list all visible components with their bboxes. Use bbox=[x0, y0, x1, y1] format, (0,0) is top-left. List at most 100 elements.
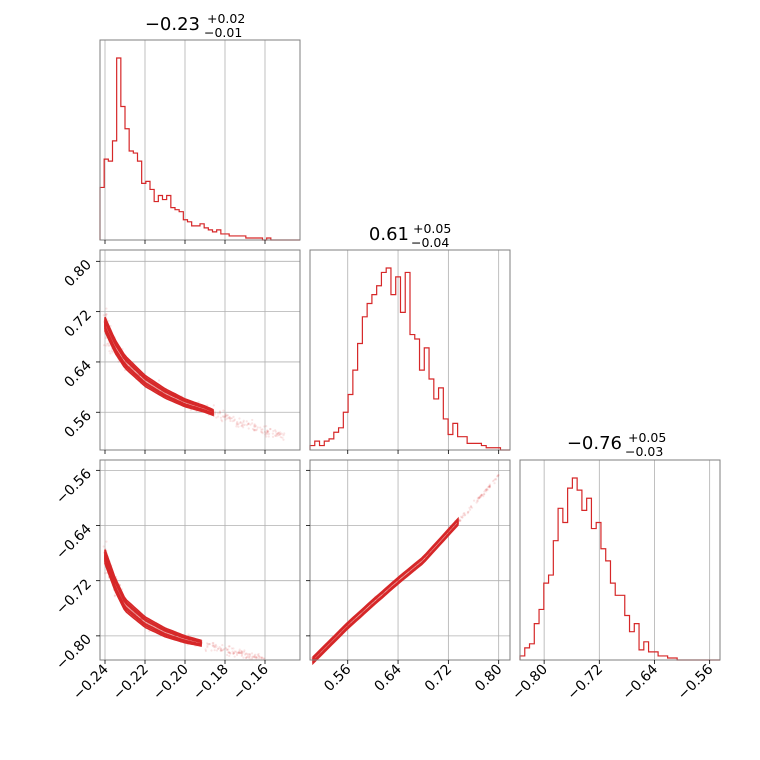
scatter-point bbox=[247, 427, 250, 430]
scatter-point bbox=[461, 516, 464, 519]
scatter-point bbox=[240, 424, 244, 427]
scatter-point bbox=[282, 438, 285, 441]
y-tick-label: 0.80 bbox=[61, 257, 94, 290]
scatter-point bbox=[493, 482, 496, 485]
scatter-point bbox=[238, 649, 241, 653]
scatter-point bbox=[249, 423, 252, 426]
scatter-point bbox=[237, 651, 240, 655]
scatter-point bbox=[254, 429, 258, 432]
data-marks bbox=[99, 57, 720, 666]
scatter-point bbox=[236, 420, 239, 424]
scatter-point bbox=[480, 494, 483, 497]
scatter-point bbox=[480, 493, 483, 496]
panel-frame bbox=[99, 459, 301, 661]
scatter-point bbox=[226, 648, 229, 652]
scatter-point bbox=[253, 655, 256, 658]
scatter-point bbox=[220, 647, 223, 650]
scatter-point bbox=[467, 510, 470, 513]
scatter-point bbox=[222, 415, 225, 419]
title-param-3-minus: −0.03 bbox=[625, 444, 663, 459]
scatter-point bbox=[468, 506, 471, 509]
scatter-point bbox=[218, 410, 221, 413]
scatter-point bbox=[479, 495, 482, 499]
scatter-point bbox=[104, 314, 107, 317]
scatter-point bbox=[495, 478, 498, 481]
scatter-point bbox=[479, 495, 482, 498]
scatter-point bbox=[478, 496, 481, 500]
scatter-point bbox=[260, 657, 263, 660]
scatter-point bbox=[227, 648, 230, 651]
scatter-point bbox=[102, 314, 105, 317]
scatter-point bbox=[477, 497, 480, 501]
scatter-point bbox=[281, 436, 284, 439]
scatter-point bbox=[260, 656, 264, 659]
scatter-point bbox=[482, 493, 485, 496]
scatter-point bbox=[479, 494, 482, 497]
scatter-point bbox=[476, 499, 479, 502]
scatter-point bbox=[265, 435, 268, 438]
scatter-point bbox=[235, 422, 238, 425]
scatter-point bbox=[266, 431, 269, 434]
scatter-point bbox=[231, 420, 234, 423]
scatter-point bbox=[102, 545, 105, 548]
scatter-point bbox=[208, 642, 211, 646]
scatter-point bbox=[212, 645, 215, 648]
scatter-point bbox=[252, 429, 256, 432]
scatter-point bbox=[245, 656, 248, 659]
scatter-point bbox=[253, 654, 256, 657]
scatter-point bbox=[197, 400, 200, 404]
y-tick-label: −0.72 bbox=[53, 576, 95, 618]
scatter-point bbox=[259, 430, 263, 433]
scatter-point bbox=[275, 432, 278, 436]
scatter-point bbox=[259, 426, 262, 429]
scatter-point bbox=[485, 490, 488, 493]
y-tick-label: −0.56 bbox=[53, 466, 95, 508]
scatter-point bbox=[262, 657, 265, 660]
scatter-point bbox=[107, 344, 110, 347]
scatter-point bbox=[277, 431, 280, 434]
scatter-point bbox=[214, 412, 217, 415]
scatter-point bbox=[493, 479, 496, 482]
scatter-point bbox=[247, 652, 250, 656]
scatter-point bbox=[111, 351, 114, 354]
scatter-point bbox=[108, 350, 111, 353]
scatter-point bbox=[245, 652, 248, 655]
scatter-point bbox=[261, 428, 264, 431]
scatter-point bbox=[104, 572, 107, 575]
scatter-point bbox=[263, 657, 266, 660]
scatter-point bbox=[102, 344, 106, 347]
scatter-point bbox=[238, 652, 242, 655]
scatter-point bbox=[218, 411, 222, 414]
title-param-3-value: −0.76 bbox=[567, 433, 622, 454]
scatter-point bbox=[260, 656, 264, 660]
scatter-point bbox=[221, 648, 225, 652]
scatter-point bbox=[228, 417, 232, 421]
scatter-point bbox=[266, 429, 269, 432]
scatter-point bbox=[470, 506, 474, 509]
scatter-point bbox=[271, 435, 275, 438]
scatter-point bbox=[225, 648, 229, 651]
contour-level bbox=[104, 549, 202, 647]
scatter-point bbox=[229, 652, 232, 655]
y-tick-label: −0.64 bbox=[53, 521, 95, 563]
scatter-point bbox=[213, 649, 216, 652]
scatter-point bbox=[233, 655, 236, 658]
scatter-point bbox=[104, 336, 107, 340]
scatter-point bbox=[245, 420, 248, 423]
scatter-point bbox=[253, 429, 256, 432]
scatter-point bbox=[235, 652, 239, 655]
scatter-point bbox=[263, 425, 266, 428]
scatter-point bbox=[283, 432, 286, 435]
scatter-point bbox=[106, 342, 109, 346]
scatter-point bbox=[224, 412, 227, 416]
scatter-point bbox=[279, 435, 282, 439]
scatter-point bbox=[218, 645, 221, 649]
scatter-point bbox=[224, 647, 228, 650]
scatter-point bbox=[232, 415, 235, 418]
scatter-point bbox=[271, 432, 274, 435]
scatter-point bbox=[228, 654, 231, 658]
scatter-point bbox=[472, 499, 476, 502]
scatter-point bbox=[228, 651, 231, 654]
scatter-point bbox=[264, 432, 268, 435]
scatter-point bbox=[226, 417, 229, 420]
